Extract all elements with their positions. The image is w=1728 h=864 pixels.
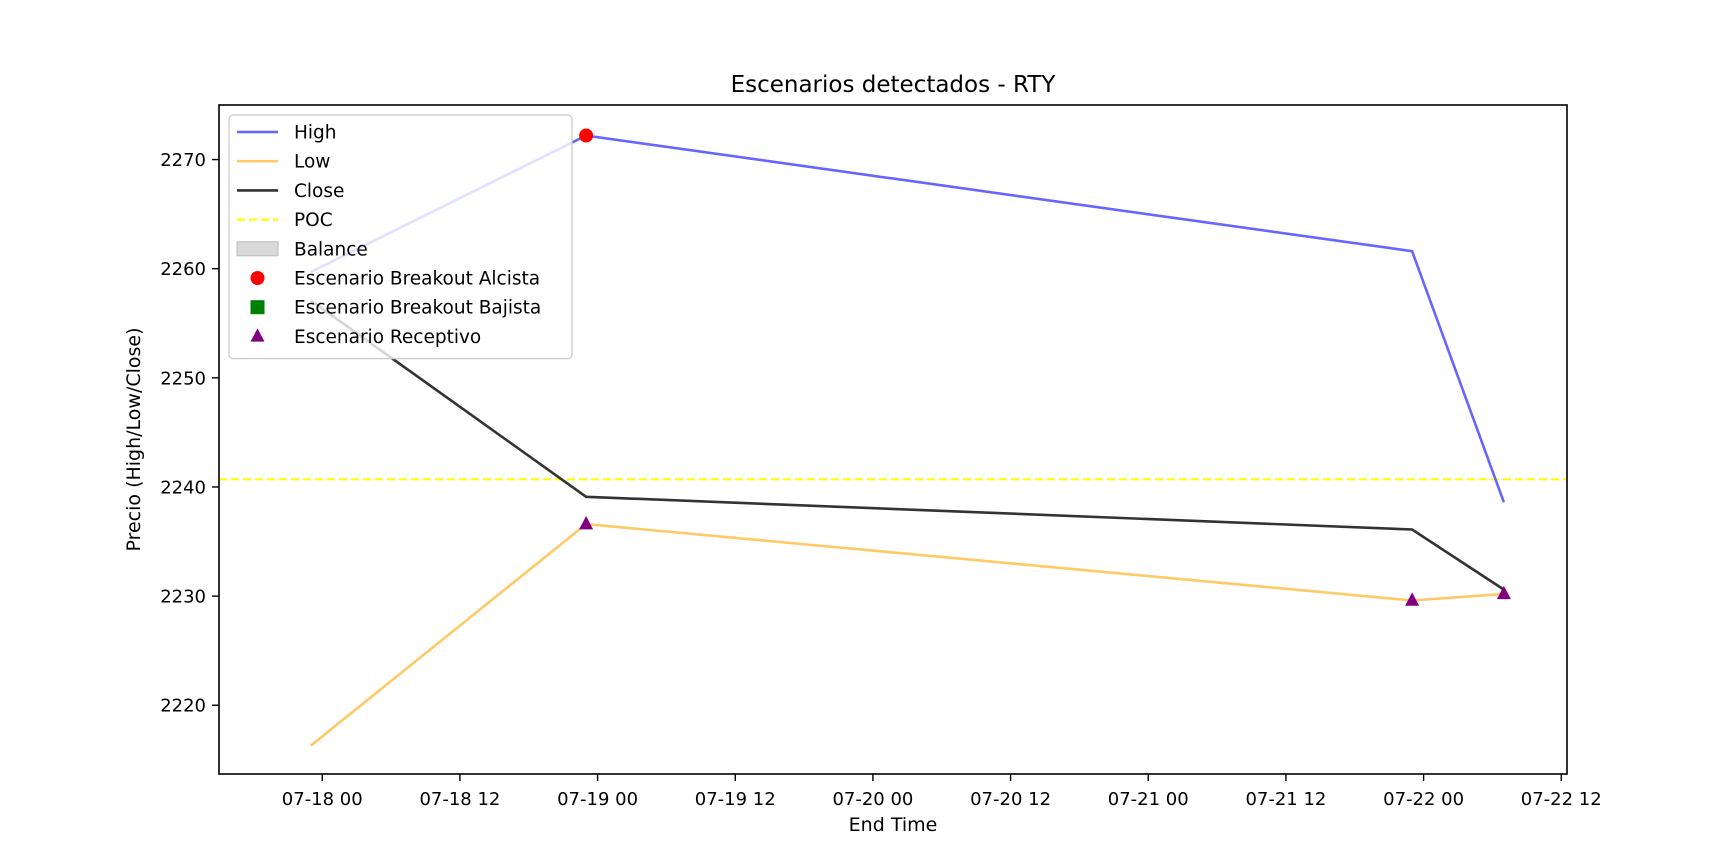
x-tick-label: 07-22 12	[1521, 789, 1602, 810]
legend-swatch	[236, 241, 279, 257]
x-tick-label: 07-18 12	[419, 789, 500, 810]
legend-escenario-receptivo: Escenario Receptivo	[250, 327, 481, 348]
x-axis: 07-18 00 07-18 12 07-19 00 07-19 12 07-20 00…	[282, 774, 1602, 810]
legend-close: Close	[237, 181, 344, 202]
legend-label: Low	[294, 152, 330, 173]
x-tick-label: 07-21 12	[1245, 789, 1326, 810]
x-tick-label: 07-21 00	[1108, 789, 1189, 810]
escenario-receptivo-marker	[1405, 592, 1420, 606]
escenario-receptivo-marker	[579, 516, 594, 530]
legend-label: High	[294, 123, 337, 144]
legend-swatch	[250, 300, 265, 315]
series-line-close	[310, 299, 1505, 591]
y-tick-label: 2270	[160, 150, 206, 171]
legend-label: Escenario Receptivo	[294, 327, 481, 348]
x-tick-label: 07-20 00	[832, 789, 913, 810]
y-axis-title: Precio (High/Low/Close)	[123, 327, 145, 551]
legend-high: High	[237, 123, 337, 144]
legend-escenario-breakout-bajista: Escenario Breakout Bajista	[250, 298, 541, 319]
legend-label: POC	[294, 210, 333, 231]
legend-swatch	[250, 328, 265, 342]
escenario-receptivo-marker	[1496, 585, 1511, 600]
plot-area	[218, 104, 1568, 775]
chart-title: Escenarios detectados - RTY	[731, 72, 1057, 98]
legend-label: Balance	[294, 239, 368, 260]
escenario-breakout-alcista-marker	[579, 128, 594, 143]
x-tick-label: 07-18 00	[282, 789, 363, 810]
y-tick-label: 2250	[160, 368, 206, 389]
legend-label: Escenario Breakout Bajista	[294, 298, 541, 319]
x-tick-label: 07-19 12	[695, 789, 776, 810]
series-line-low	[309, 522, 1504, 747]
y-tick-label: 2220	[160, 696, 206, 717]
y-tick-label: 2260	[160, 259, 206, 280]
x-axis-title: End Time	[849, 814, 938, 836]
x-tick-label: 07-19 00	[557, 789, 638, 810]
x-tick-label: 07-20 12	[970, 789, 1051, 810]
legend-swatch	[250, 271, 265, 285]
x-tick-label: 07-22 00	[1383, 789, 1464, 810]
axes-frame	[218, 104, 1568, 775]
legend-balance: Balance	[236, 239, 368, 260]
legend-label: Escenario Breakout Alcista	[294, 269, 540, 290]
legend-low: Low	[237, 152, 330, 173]
legend-box	[228, 114, 573, 360]
legend-label: Close	[294, 181, 344, 202]
y-tick-label: 2230	[160, 587, 206, 608]
legend: High Low Close POC Balance Escenario Breakout…	[228, 114, 573, 360]
legend-poc: POC	[237, 210, 333, 231]
legend-escenario-breakout-alcista: Escenario Breakout Alcista	[250, 269, 540, 290]
y-axis: 2220 2230 2240 2250 2260 2270	[160, 150, 219, 717]
y-tick-label: 2240	[160, 477, 206, 498]
